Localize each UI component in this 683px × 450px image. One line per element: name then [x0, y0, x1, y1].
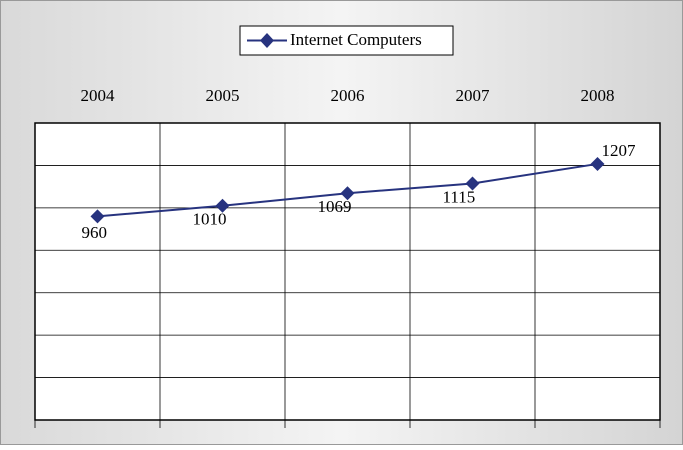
data-label: 1069	[318, 197, 352, 216]
marker	[340, 186, 355, 201]
marker	[90, 209, 105, 224]
data-label: 1010	[193, 210, 227, 229]
x-tick-label: 2007	[456, 86, 491, 105]
data-label: 960	[82, 223, 108, 242]
legend-label: Internet Computers	[290, 30, 422, 49]
plot-area	[34, 122, 661, 421]
x-tick-label: 2006	[331, 86, 365, 105]
x-tick-label: 2008	[581, 86, 615, 105]
x-tick-label: 2004	[81, 86, 116, 105]
legend: Internet Computers	[239, 25, 454, 56]
legend-marker	[260, 33, 274, 48]
x-tick-label: 2005	[206, 86, 240, 105]
marker	[465, 176, 480, 191]
marker	[215, 198, 230, 213]
data-label: 1115	[443, 187, 476, 206]
marker	[590, 156, 605, 171]
data-label: 1207	[602, 141, 637, 160]
